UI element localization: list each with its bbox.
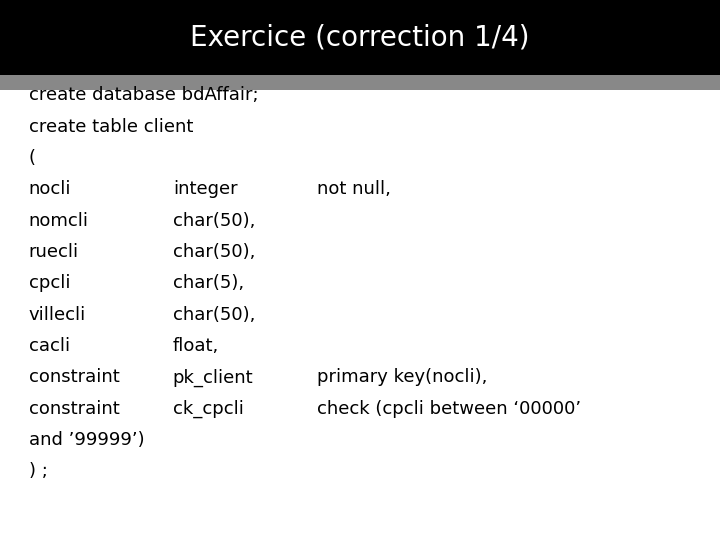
Bar: [0, 90, 720, 540]
Text: char(50),: char(50),: [173, 212, 255, 230]
Text: float,: float,: [173, 337, 219, 355]
Text: char(5),: char(5),: [173, 274, 244, 292]
Bar: [0, 0, 720, 75]
Text: and ’99999’): and ’99999’): [29, 431, 145, 449]
Text: primary key(nocli),: primary key(nocli),: [317, 368, 487, 386]
Text: cacli: cacli: [29, 337, 70, 355]
Text: cpcli: cpcli: [29, 274, 71, 292]
Text: char(50),: char(50),: [173, 306, 255, 323]
Text: check (cpcli between ‘00000’: check (cpcli between ‘00000’: [317, 400, 581, 417]
Text: ruecli: ruecli: [29, 243, 79, 261]
Bar: [0, 75, 720, 90]
Text: create database bdAffair;: create database bdAffair;: [29, 86, 258, 104]
Text: nomcli: nomcli: [29, 212, 89, 230]
Text: not null,: not null,: [317, 180, 391, 198]
Text: Exercice (correction 1/4): Exercice (correction 1/4): [190, 23, 530, 51]
Text: ) ;: ) ;: [29, 462, 48, 480]
Text: nocli: nocli: [29, 180, 71, 198]
Text: villecli: villecli: [29, 306, 86, 323]
Text: (: (: [29, 149, 36, 167]
Text: create table client: create table client: [29, 118, 193, 136]
Text: constraint: constraint: [29, 400, 120, 417]
Text: constraint: constraint: [29, 368, 120, 386]
Text: pk_client: pk_client: [173, 368, 253, 387]
Text: integer: integer: [173, 180, 238, 198]
Text: ck_cpcli: ck_cpcli: [173, 400, 243, 418]
Text: char(50),: char(50),: [173, 243, 255, 261]
